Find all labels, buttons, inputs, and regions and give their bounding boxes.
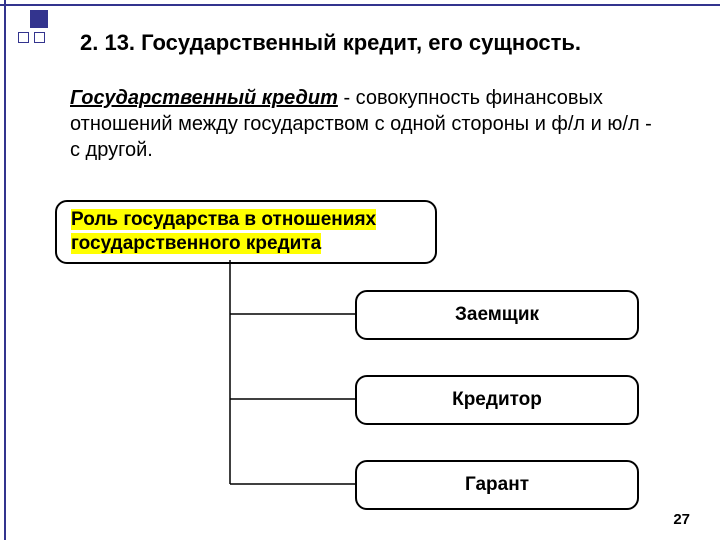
corner-decoration [0, 0, 60, 50]
corner-square-small-1 [18, 32, 29, 43]
page-title: 2. 13. Государственный кредит, его сущно… [80, 30, 581, 56]
left-border-line [4, 0, 6, 540]
top-border-line [0, 4, 720, 6]
corner-square-small-2 [34, 32, 45, 43]
child-box-0: Заемщик [355, 290, 639, 340]
role-line1: Роль государства в отношениях [71, 209, 376, 230]
role-line2: государственного кредита [71, 233, 321, 254]
child-box-1: Кредитор [355, 375, 639, 425]
connector-lines [0, 0, 720, 540]
corner-square-big [30, 10, 48, 28]
child-box-2: Гарант [355, 460, 639, 510]
definition-term: Государственный кредит [70, 87, 338, 109]
page-number: 27 [673, 511, 690, 528]
role-box: Роль государства в отношениях государств… [55, 200, 437, 264]
definition-text: Государственный кредит - совокупность фи… [70, 85, 660, 163]
